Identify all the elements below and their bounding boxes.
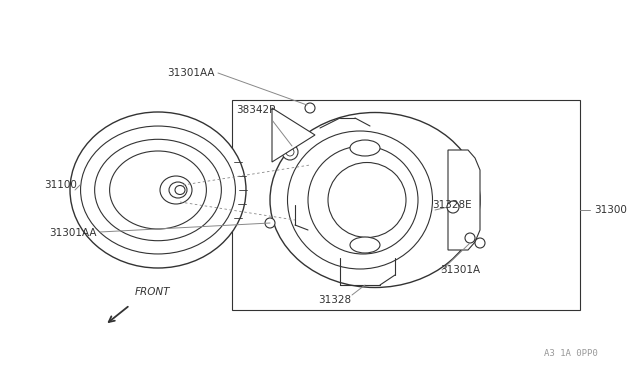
Text: 31300: 31300: [594, 205, 627, 215]
Ellipse shape: [270, 112, 480, 288]
Ellipse shape: [169, 182, 187, 198]
Bar: [232, 100, 580, 310]
Ellipse shape: [95, 139, 221, 241]
Ellipse shape: [328, 163, 406, 237]
Text: FRONT: FRONT: [135, 287, 170, 297]
Circle shape: [282, 144, 298, 160]
Polygon shape: [272, 108, 315, 162]
Polygon shape: [448, 150, 480, 250]
Ellipse shape: [350, 140, 380, 156]
Text: 31301AA: 31301AA: [168, 68, 215, 78]
Ellipse shape: [160, 176, 192, 204]
Circle shape: [465, 233, 475, 243]
Ellipse shape: [70, 112, 246, 268]
Ellipse shape: [175, 186, 185, 195]
Ellipse shape: [287, 131, 433, 269]
Circle shape: [447, 201, 459, 213]
Text: 31100: 31100: [44, 180, 77, 190]
Circle shape: [265, 218, 275, 228]
Text: 31328E: 31328E: [432, 200, 472, 210]
Circle shape: [305, 103, 315, 113]
Circle shape: [286, 148, 294, 156]
Text: 38342P: 38342P: [236, 105, 275, 115]
Text: 31301A: 31301A: [440, 265, 480, 275]
Ellipse shape: [109, 151, 206, 229]
Ellipse shape: [308, 146, 418, 254]
Text: A3 1A 0PP0: A3 1A 0PP0: [544, 349, 598, 358]
Text: 31301AA: 31301AA: [49, 228, 97, 238]
Ellipse shape: [350, 237, 380, 253]
Text: 31328: 31328: [318, 295, 351, 305]
Ellipse shape: [81, 126, 236, 254]
Circle shape: [475, 238, 485, 248]
